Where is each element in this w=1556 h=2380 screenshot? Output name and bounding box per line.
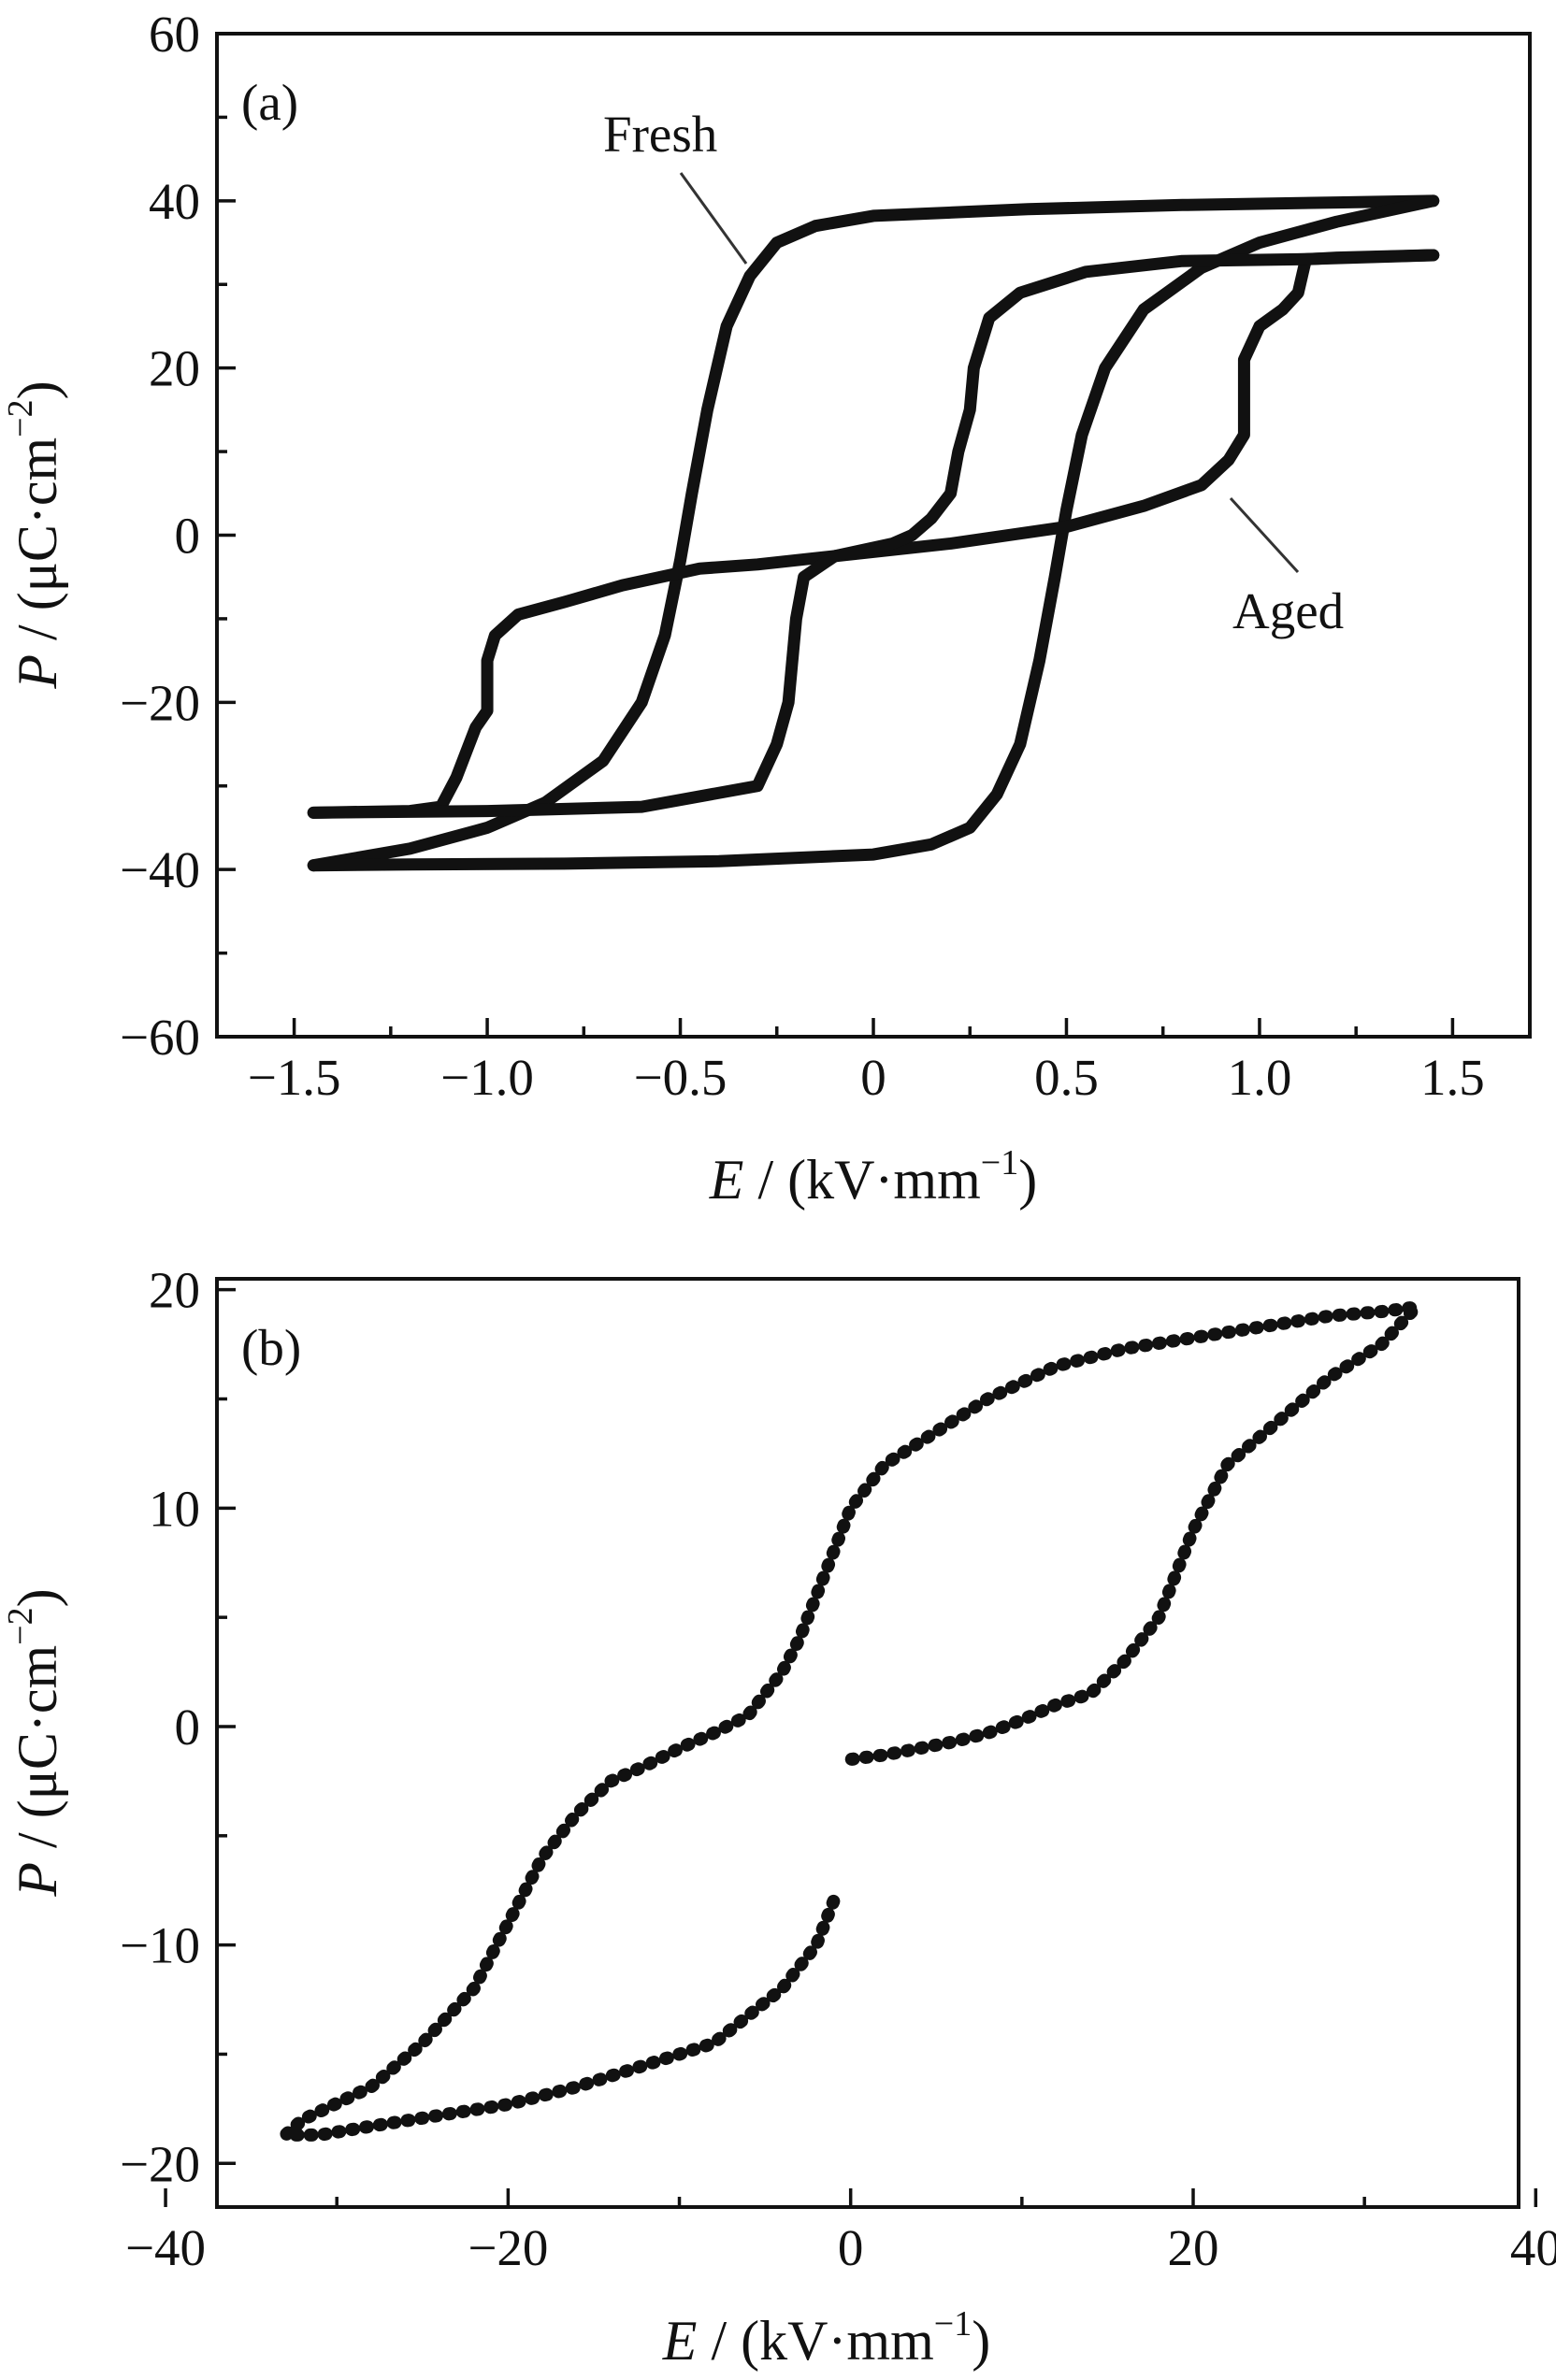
y-axis-label-a: P / (μC·cm−2) — [1, 380, 68, 689]
a-y-tick-label: 20 — [149, 340, 200, 397]
a-x-tick-label: 0 — [860, 1049, 886, 1106]
aged-leader-line — [1229, 496, 1300, 574]
a-y-tick-label: −60 — [120, 1009, 200, 1066]
b-y-tick-label: 20 — [149, 1262, 200, 1319]
a-x-tick-label: 0.5 — [1034, 1049, 1099, 1106]
chart-panel-b: −40 −20 0 20 40 −20 −10 0 10 20 (b) E / (kV·mm−1)… — [1, 1262, 1556, 2372]
plot-frame-a — [215, 32, 1532, 1039]
a-aged-ascending-curve — [307, 249, 1440, 819]
axis-ticks-a: −1.5 −1.0 −0.5 0 0.5 1.0 1.5 −60 −40 −20 0 20 40 60 — [120, 6, 1485, 1106]
chart-panel-a: −1.5 −1.0 −0.5 0 0.5 1.0 1.5 −60 −40 −20 0 20 40 60 (… — [1, 6, 1532, 1211]
axis-ticks-b: −40 −20 0 20 40 −20 −10 0 10 20 — [120, 1262, 1556, 2276]
b-y-tick-label: −20 — [120, 2135, 200, 2192]
a-x-tick-label: −1.5 — [248, 1049, 341, 1106]
a-x-tick-label: −0.5 — [634, 1049, 728, 1106]
a-x-tick-label: 1.5 — [1420, 1049, 1485, 1106]
a-x-tick-label: −1.0 — [440, 1049, 534, 1106]
a-fresh-ascending-curve — [307, 194, 1440, 872]
aged-annotation: Aged — [1232, 582, 1344, 639]
a-y-tick-label: 0 — [175, 508, 201, 565]
a-y-tick-label: 40 — [149, 173, 200, 230]
x-axis-label-b: E / (kV·mm−1) — [662, 2304, 990, 2372]
a-y-tick-label: −40 — [120, 841, 200, 898]
fresh-annotation: Fresh — [603, 106, 717, 163]
a-x-tick-label: 1.0 — [1228, 1049, 1292, 1106]
b-y-tick-label: 0 — [175, 1699, 201, 1756]
a-y-tick-label: −20 — [120, 674, 200, 731]
b-x-tick-label: 40 — [1510, 2219, 1556, 2276]
x-axis-label-a: E / (kV·mm−1) — [709, 1143, 1037, 1211]
a-y-tick-label: 60 — [149, 6, 200, 63]
a-aged-descending-curve — [307, 249, 1440, 819]
b-x-tick-label: 0 — [838, 2219, 864, 2276]
b-x-tick-label: −20 — [468, 2219, 548, 2276]
y-axis-label-b: P / (μC·cm−2) — [1, 1588, 68, 1897]
b-x-tick-label: 20 — [1168, 2219, 1219, 2276]
panel-label-a: (a) — [241, 74, 298, 131]
panel-label-b: (b) — [241, 1319, 301, 1376]
plot-frame-b — [215, 1277, 1520, 2209]
a-fresh-descending-curve — [307, 194, 1440, 872]
b-y-tick-label: 10 — [149, 1480, 200, 1537]
fresh-leader-line — [679, 172, 748, 265]
b-x-tick-label: −40 — [125, 2219, 206, 2276]
plot-area-a — [307, 194, 1440, 872]
plot-area-b — [279, 1300, 1423, 2142]
b-y-tick-label: −10 — [120, 1917, 200, 1974]
b-loop-segment-0-curve — [279, 1300, 1423, 2142]
